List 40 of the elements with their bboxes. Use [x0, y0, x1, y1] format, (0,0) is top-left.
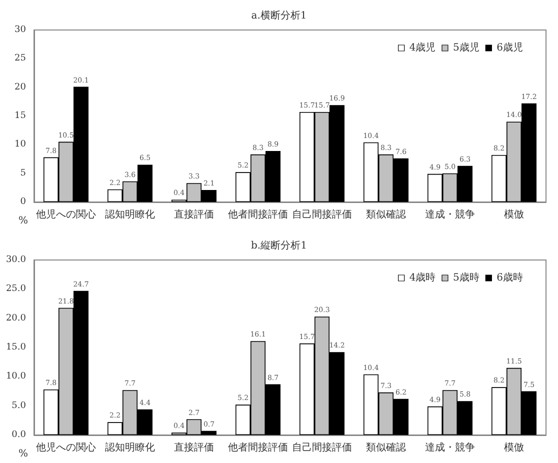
x-tick-label: 他児への関心 — [36, 208, 96, 220]
y-tick-label: 5.0 — [12, 400, 26, 411]
y-tick-label: 20.0 — [6, 313, 26, 324]
y-axis-title: % — [18, 216, 28, 226]
y-axis-title: % — [18, 448, 28, 460]
x-tick-label: 類似確認 — [366, 208, 406, 220]
y-tick-label: 30.0 — [6, 255, 26, 265]
x-tick-label: 模倣 — [504, 442, 524, 454]
y-tick-label: 15.0 — [6, 342, 26, 352]
y-tick-label: 20 — [14, 82, 26, 92]
y-tick-label: 10.0 — [6, 372, 26, 382]
x-tick-label: 他児への関心 — [36, 442, 96, 454]
legend-label: 6歳児 — [496, 42, 524, 54]
x-tick-label: 模倣 — [504, 208, 524, 220]
y-tick-label: 25 — [14, 54, 26, 64]
legend-label: 5歳時 — [452, 272, 480, 284]
y-tick-label: 0 — [20, 197, 26, 207]
y-tick-label: 5 — [20, 168, 26, 178]
y-tick-label: 25.0 — [6, 284, 26, 294]
x-tick-label: 他者間接評価 — [228, 208, 288, 220]
legend-label: 4歳児 — [409, 42, 436, 54]
chart-title: b.縦断分析1 — [251, 240, 307, 252]
x-tick-label: 直接評価 — [174, 208, 214, 220]
x-tick-label: 自己間接評価 — [292, 442, 352, 454]
y-tick-label: 15 — [14, 111, 26, 121]
legend-label: 5歳児 — [452, 42, 480, 54]
x-tick-label: 自己間接評価 — [292, 208, 352, 220]
legend-label: 6歳時 — [496, 272, 524, 284]
x-tick-label: 認知明瞭化 — [105, 442, 155, 454]
x-tick-label: 達成・競争 — [425, 442, 475, 454]
y-tick-label: 30 — [14, 25, 26, 35]
x-tick-label: 直接評価 — [174, 442, 214, 454]
x-tick-label: 他者間接評価 — [228, 442, 288, 454]
x-tick-label: 達成・競争 — [425, 208, 475, 220]
x-tick-label: 類似確認 — [366, 442, 406, 454]
y-tick-label: 10 — [14, 140, 26, 150]
legend-label: 4歳時 — [409, 272, 436, 284]
x-tick-label: 認知明瞭化 — [105, 208, 155, 220]
chart-title: a.横断分析1 — [251, 10, 307, 22]
y-tick-label: 0.0 — [12, 430, 26, 440]
